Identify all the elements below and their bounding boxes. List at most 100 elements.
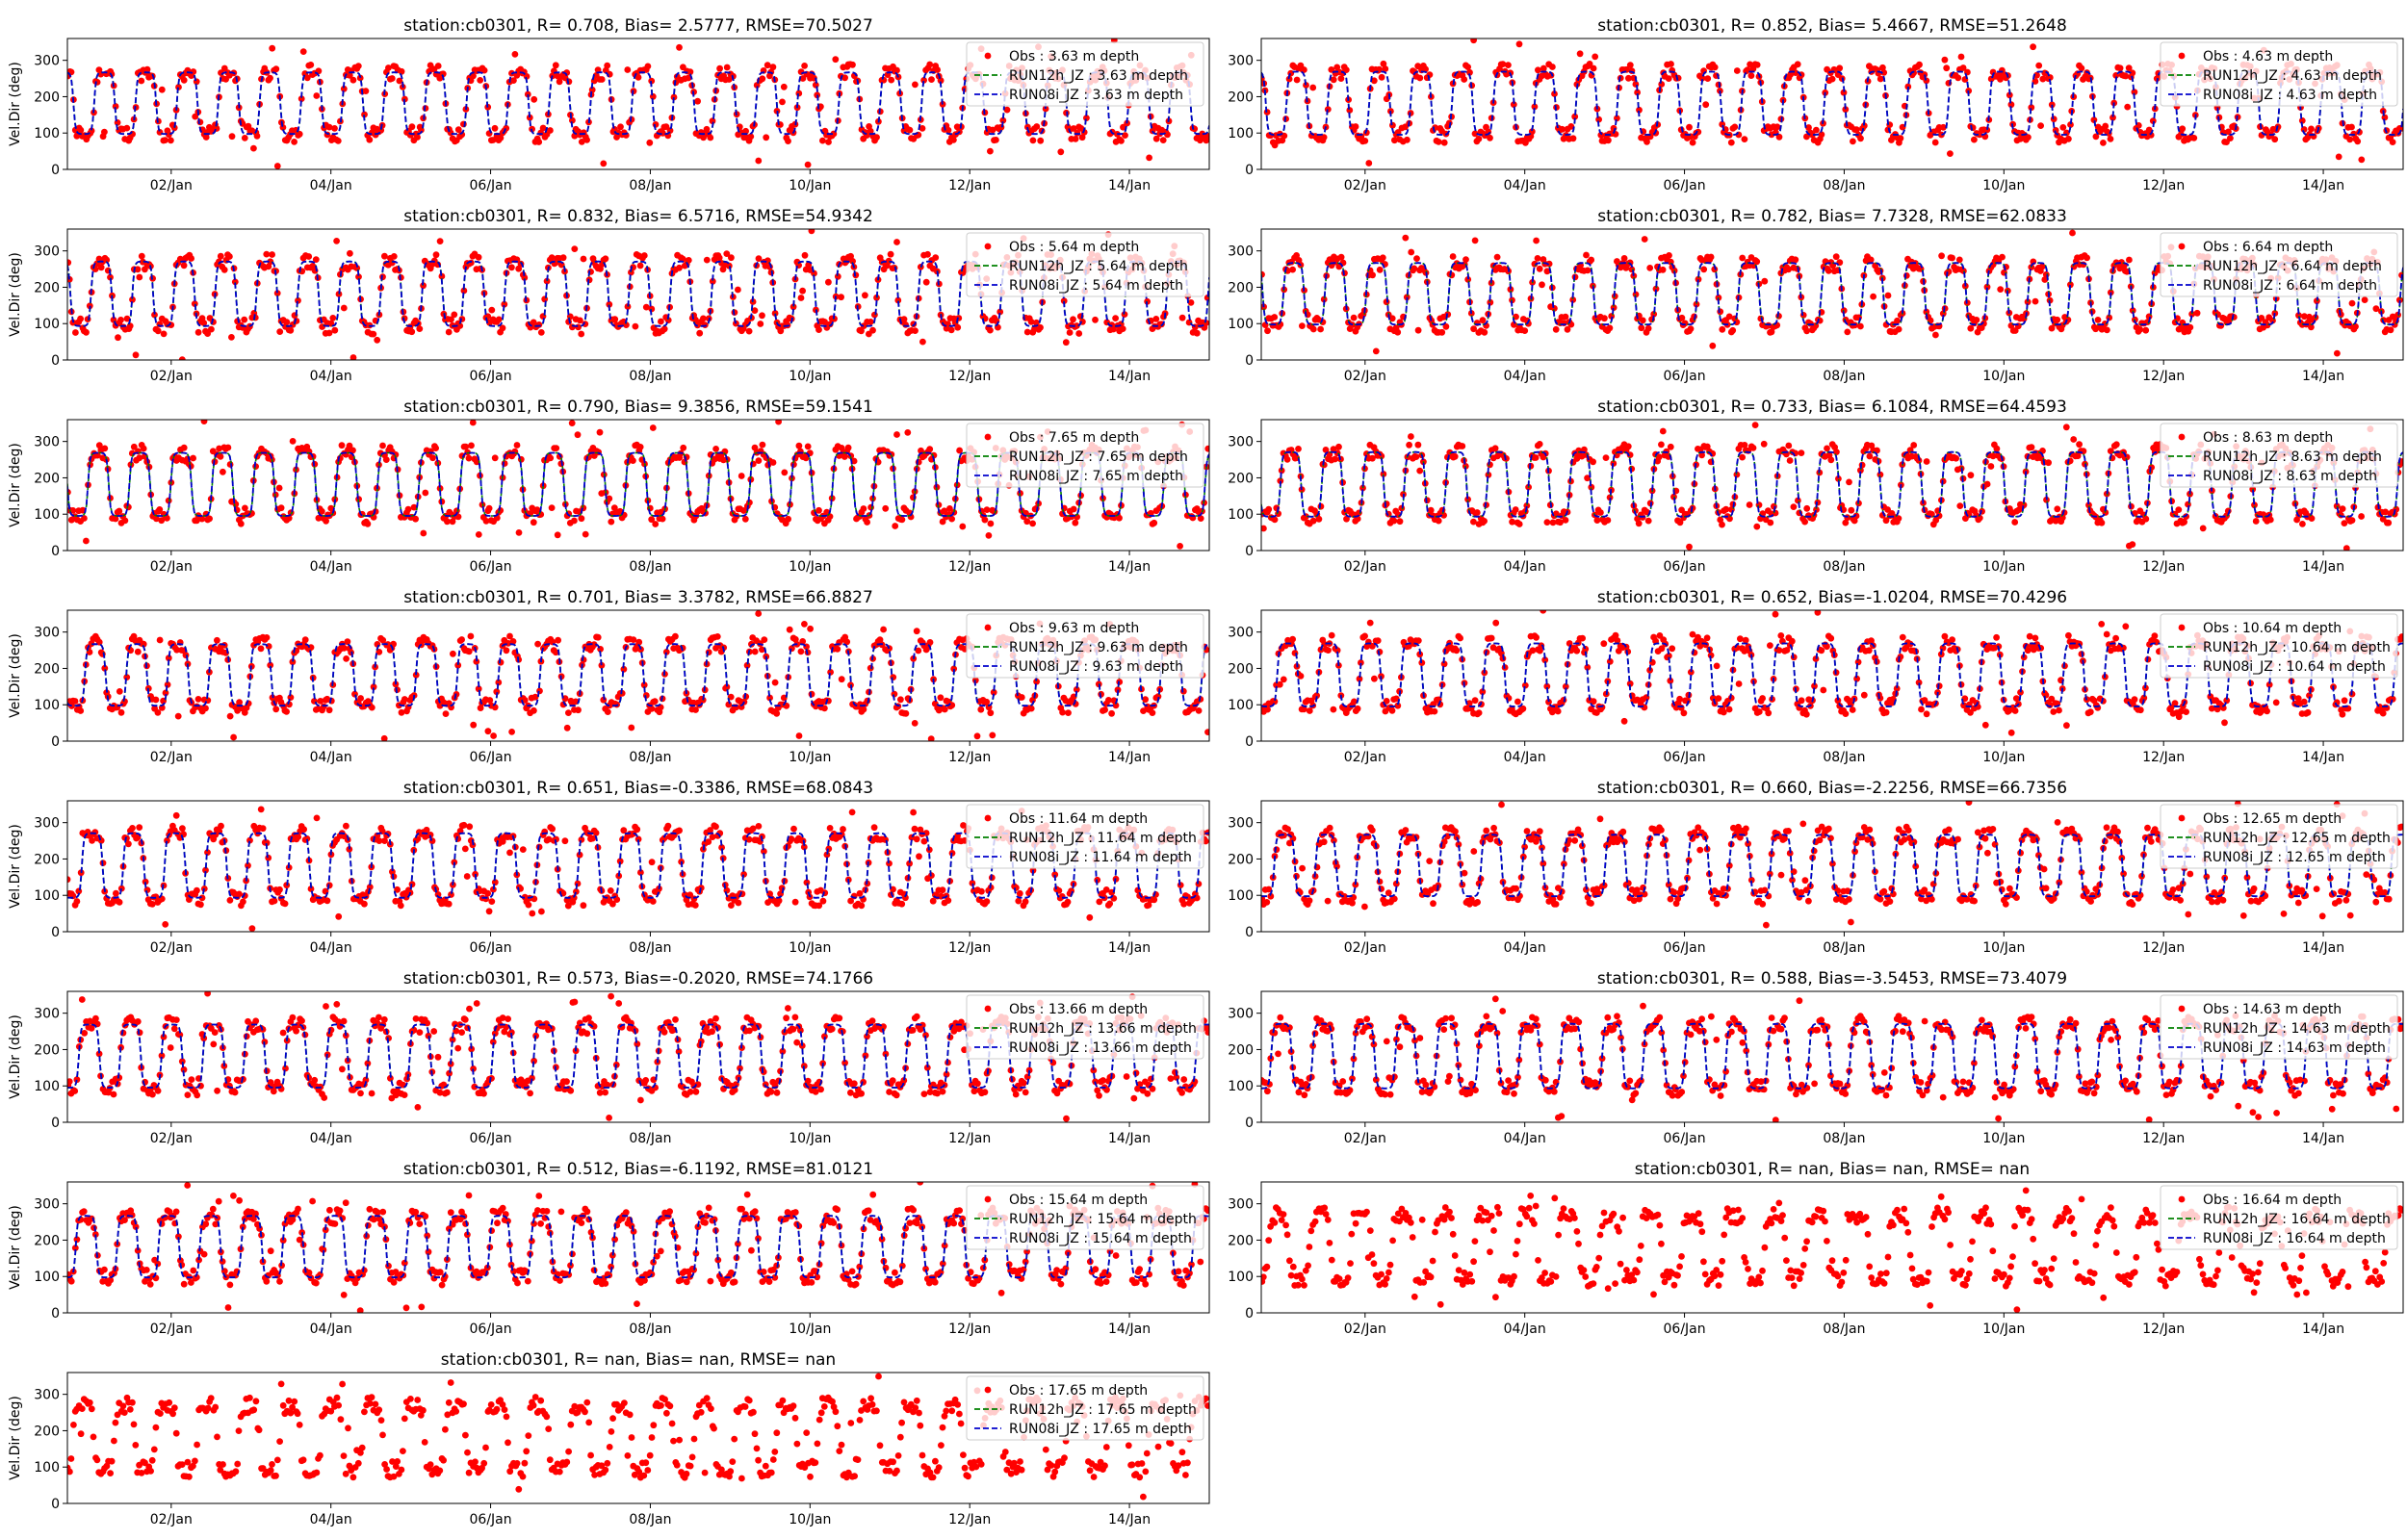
obs-point <box>1790 503 1798 510</box>
obs-point <box>2124 103 2132 111</box>
obs-point <box>1033 319 1040 326</box>
x-tick-label: 04/Jan <box>310 369 352 384</box>
obs-point <box>134 648 142 655</box>
obs-point <box>1848 506 1855 514</box>
obs-point <box>574 431 582 439</box>
obs-point <box>1280 676 1287 683</box>
obs-point <box>785 515 791 523</box>
obs-point <box>1408 433 1414 440</box>
obs-point <box>2017 136 2024 142</box>
obs-point <box>606 300 613 308</box>
obs-point <box>801 63 808 69</box>
subplot-title: station:cb0301, R= 0.832, Bias= 6.5716, … <box>403 207 873 226</box>
obs-point <box>1564 325 1571 333</box>
obs-point <box>531 706 537 714</box>
obs-point <box>1398 504 1406 512</box>
obs-point <box>1715 695 1722 702</box>
obs-point <box>434 63 442 69</box>
obs-point <box>526 114 533 121</box>
obs-point <box>578 139 585 145</box>
obs-point <box>1505 62 1512 68</box>
obs-point <box>1462 256 1469 263</box>
obs-point <box>325 123 333 131</box>
obs-point <box>1803 327 1810 335</box>
obs-point <box>115 334 121 342</box>
obs-point <box>1342 66 1350 73</box>
obs-point <box>1686 123 1693 131</box>
obs-point <box>1571 113 1579 120</box>
obs-point <box>1029 520 1036 527</box>
obs-point <box>937 694 945 702</box>
y-tick-label: 100 <box>34 317 60 332</box>
obs-point <box>759 312 765 320</box>
obs-point <box>1974 704 1981 710</box>
obs-point <box>1798 449 1805 456</box>
obs-point <box>2354 138 2362 145</box>
obs-point <box>1464 64 1471 70</box>
obs-point <box>1265 505 1273 513</box>
obs-point <box>1753 62 1761 68</box>
obs-point <box>735 286 741 294</box>
obs-point <box>636 444 644 450</box>
obs-point <box>1018 694 1025 701</box>
obs-point <box>1361 138 1369 144</box>
obs-point <box>1440 139 1448 146</box>
obs-point <box>1840 89 1848 96</box>
obs-point <box>1416 467 1424 475</box>
obs-point <box>1464 276 1472 283</box>
obs-point <box>477 77 484 84</box>
obs-point <box>180 444 188 451</box>
x-tick-label: 04/Jan <box>310 178 352 193</box>
obs-point <box>1515 521 1523 527</box>
legend-marker-obs <box>2178 433 2186 441</box>
obs-point <box>331 125 338 132</box>
obs-point <box>1746 501 1753 508</box>
y-tick-label: 100 <box>34 507 60 523</box>
obs-point <box>1606 324 1614 332</box>
obs-point <box>267 74 273 82</box>
obs-point <box>1737 635 1744 643</box>
y-tick-label: 0 <box>51 353 60 369</box>
obs-point <box>1543 268 1551 275</box>
obs-point <box>287 326 295 334</box>
obs-point <box>2389 139 2396 146</box>
obs-point <box>1543 519 1551 526</box>
obs-point <box>2092 133 2100 141</box>
x-tick-label: 04/Jan <box>1504 559 1546 575</box>
obs-point <box>1993 445 2001 452</box>
obs-point <box>160 330 168 338</box>
obs-point <box>1072 519 1079 526</box>
obs-point <box>312 256 320 263</box>
obs-point <box>1413 255 1420 262</box>
obs-point <box>1481 518 1488 525</box>
obs-point <box>1146 154 1152 162</box>
obs-point <box>1894 317 1901 324</box>
obs-point <box>1466 68 1473 76</box>
obs-point <box>1389 121 1396 129</box>
obs-point <box>451 311 458 319</box>
x-tick-label: 04/Jan <box>1504 369 1546 384</box>
obs-point <box>1383 500 1390 507</box>
obs-point <box>156 506 164 513</box>
obs-point <box>356 74 364 82</box>
obs-point <box>323 517 329 525</box>
obs-point <box>307 62 315 68</box>
obs-point <box>611 316 619 323</box>
obs-point <box>2028 104 2035 112</box>
obs-point <box>1149 709 1156 716</box>
obs-point <box>680 444 687 451</box>
obs-point <box>2011 519 2019 526</box>
subplot-title: station:cb0301, R= 0.782, Bias= 7.7328, … <box>1597 207 2067 226</box>
obs-point <box>1481 328 1488 336</box>
obs-point <box>2094 317 2102 323</box>
obs-point <box>1767 519 1774 526</box>
legend-marker-obs <box>2178 243 2186 250</box>
obs-point <box>565 709 572 716</box>
obs-point <box>220 266 228 273</box>
legend-entry: RUN12h_JZ : 8.63 m depth <box>2203 449 2382 465</box>
obs-point <box>408 123 416 131</box>
obs-point <box>1271 314 1279 321</box>
y-tick-label: 0 <box>51 163 60 178</box>
